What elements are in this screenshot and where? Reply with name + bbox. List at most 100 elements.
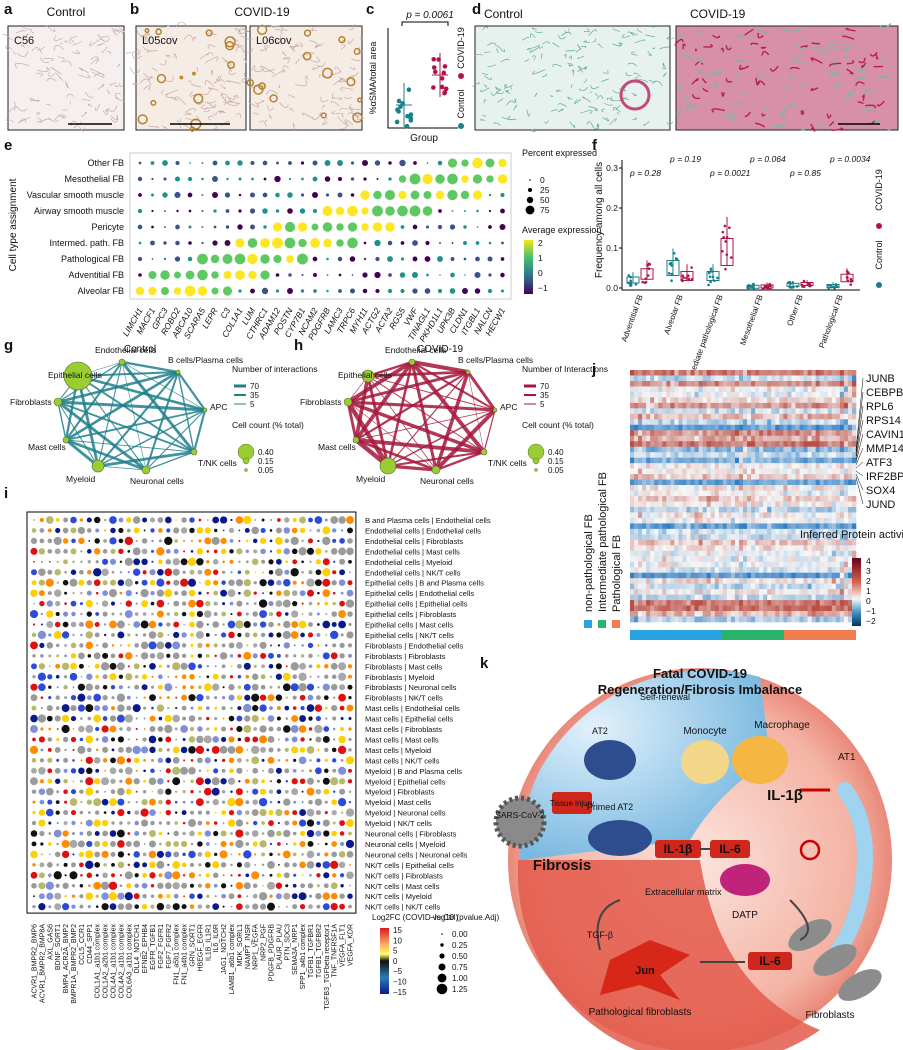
heat-cell [646, 567, 650, 573]
heat-cell [751, 381, 755, 387]
heat-cell [747, 430, 751, 436]
dot [119, 539, 124, 544]
heat-cell [687, 474, 691, 480]
dot [57, 561, 59, 563]
axis-label: Frequency among all cells [594, 162, 605, 278]
heat-cell [727, 458, 731, 464]
heat-cell [824, 595, 828, 601]
dot [191, 540, 193, 542]
heat-cell [751, 392, 755, 398]
heat-cell [695, 556, 699, 562]
heat-cell [707, 611, 711, 617]
heat-cell [783, 573, 787, 579]
heat-cell [840, 458, 844, 464]
heat-cell [820, 600, 824, 606]
heat-cell [800, 469, 804, 475]
heat-cell [836, 430, 840, 436]
heat-cell [743, 534, 747, 540]
dot [285, 654, 289, 658]
dot [205, 601, 210, 606]
heat-cell [747, 491, 751, 497]
dot [80, 592, 82, 594]
dot [362, 160, 368, 166]
heat-cell [779, 392, 783, 398]
heat-cell [804, 485, 808, 491]
heat-cell [695, 403, 699, 409]
heat-cell [654, 534, 658, 540]
heat-cell [848, 578, 852, 584]
heat-cell [832, 573, 836, 579]
heat-cell [715, 611, 719, 617]
dot [102, 600, 108, 606]
heat-cell [678, 414, 682, 420]
dot [228, 621, 236, 629]
heat-cell [848, 469, 852, 475]
dot [254, 581, 257, 584]
dot [236, 746, 244, 754]
heat-cell [824, 584, 828, 590]
heat-cell [820, 458, 824, 464]
heat-cell [779, 452, 783, 458]
heat-cell [844, 567, 848, 573]
dot [134, 758, 139, 763]
heat-cell [779, 425, 783, 431]
dot [134, 778, 140, 784]
dot [222, 696, 225, 699]
dot [338, 193, 343, 198]
heat-cell [691, 386, 695, 392]
dot [95, 612, 99, 616]
dot [285, 738, 289, 742]
heat-cell [695, 578, 699, 584]
dot [111, 706, 115, 710]
heat-cell [695, 589, 699, 595]
heat-cell [852, 507, 856, 513]
heat-cell [707, 469, 711, 475]
heat-cell [775, 474, 779, 480]
dot [55, 528, 60, 533]
dot [80, 759, 82, 761]
heat-cell [812, 436, 816, 442]
heat-cell [840, 436, 844, 442]
heat-cell [707, 551, 711, 557]
dot [189, 517, 194, 522]
heat-cell [840, 408, 844, 414]
point [713, 279, 716, 282]
heat-cell [654, 474, 658, 480]
heat-cell [691, 611, 695, 617]
dot [126, 747, 132, 753]
heat-cell [844, 463, 848, 469]
dot [452, 210, 454, 212]
dot [341, 759, 344, 762]
heat-cell [707, 397, 711, 403]
heat-cell [747, 447, 751, 453]
heat-cell [703, 485, 707, 491]
heat-cell [735, 611, 739, 617]
heat-cell [735, 480, 739, 486]
dot [73, 686, 75, 688]
heat-cell [791, 523, 795, 529]
heat-cell [711, 512, 715, 518]
heat-cell [727, 496, 731, 502]
dot [104, 634, 106, 636]
dot [312, 192, 318, 198]
row-label: Myeloid | Epithelial cells [365, 777, 446, 786]
heat-cell [642, 397, 646, 403]
heat-cell [800, 397, 804, 403]
heat-cell [699, 447, 703, 453]
heat-cell [804, 507, 808, 513]
heat-cell [682, 419, 686, 425]
heat-cell [630, 567, 634, 573]
dot [102, 653, 108, 659]
heat-cell [687, 419, 691, 425]
dot [133, 569, 140, 576]
point [629, 284, 632, 287]
heat-cell [650, 375, 654, 381]
dot [110, 580, 116, 586]
heat-cell [699, 458, 703, 464]
heat-cell [646, 441, 650, 447]
heat-cell [707, 474, 711, 480]
dot [337, 160, 343, 166]
point [681, 280, 684, 283]
heat-cell [682, 370, 686, 376]
